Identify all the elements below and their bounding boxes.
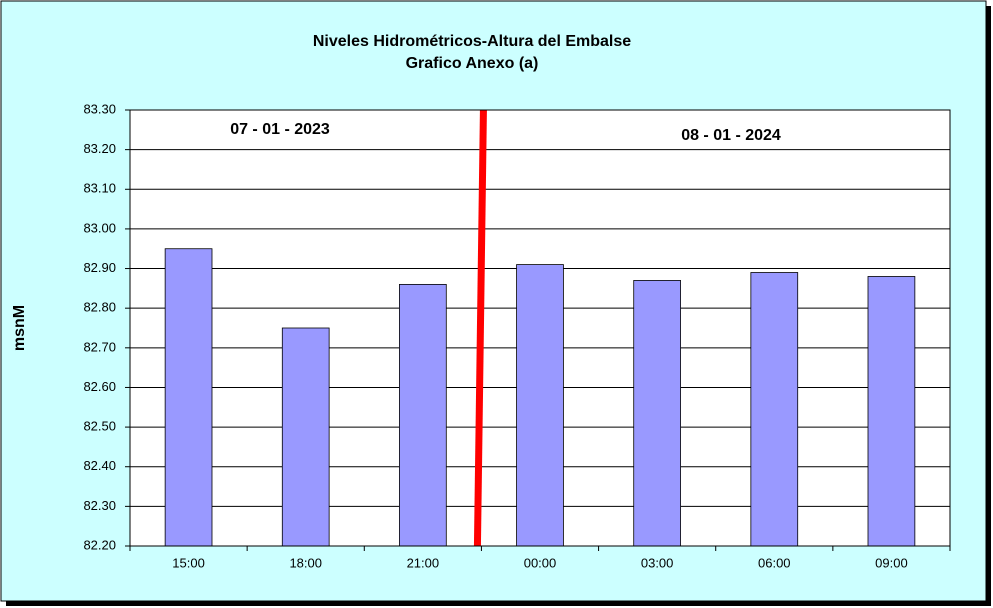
y-tick-label: 82.50 <box>83 419 116 434</box>
bar <box>164 248 213 547</box>
y-tick-label: 83.10 <box>83 181 116 196</box>
bar <box>281 327 330 547</box>
annotation: 07 - 01 - 2023 <box>230 121 330 138</box>
chart-subtitle: Grafico Anexo (a) <box>406 55 539 72</box>
y-axis-label: msnM <box>11 305 28 351</box>
y-tick-label: 82.70 <box>83 339 116 354</box>
x-tick-label: 09:00 <box>875 555 908 570</box>
x-tick-label: 18:00 <box>289 555 322 570</box>
chart-title: Niveles Hidrométricos-Altura del Embalse <box>313 33 631 50</box>
y-tick-label: 83.20 <box>83 141 116 156</box>
annotation: 08 - 01 - 2024 <box>681 127 781 144</box>
x-tick-label: 00:00 <box>524 555 557 570</box>
bar <box>867 276 916 547</box>
bar <box>399 283 447 547</box>
date-divider <box>473 109 487 547</box>
y-tick-label: 82.20 <box>83 537 116 552</box>
plot-border <box>129 109 951 547</box>
y-tick-label: 82.90 <box>83 260 116 275</box>
y-tick-label: 82.80 <box>83 300 116 315</box>
x-tick-label: 06:00 <box>758 555 791 570</box>
bar <box>633 280 681 547</box>
y-tick-label: 82.60 <box>83 379 116 394</box>
bar <box>516 264 564 547</box>
x-tick-label: 15:00 <box>172 555 205 570</box>
y-tick-label: 83.00 <box>83 220 116 235</box>
y-tick-label: 82.40 <box>83 458 116 473</box>
y-tick-label: 82.30 <box>83 498 116 513</box>
bar <box>750 272 799 547</box>
y-tick-label: 83.30 <box>83 101 116 116</box>
x-tick-label: 21:00 <box>407 555 440 570</box>
x-tick-label: 03:00 <box>641 555 674 570</box>
